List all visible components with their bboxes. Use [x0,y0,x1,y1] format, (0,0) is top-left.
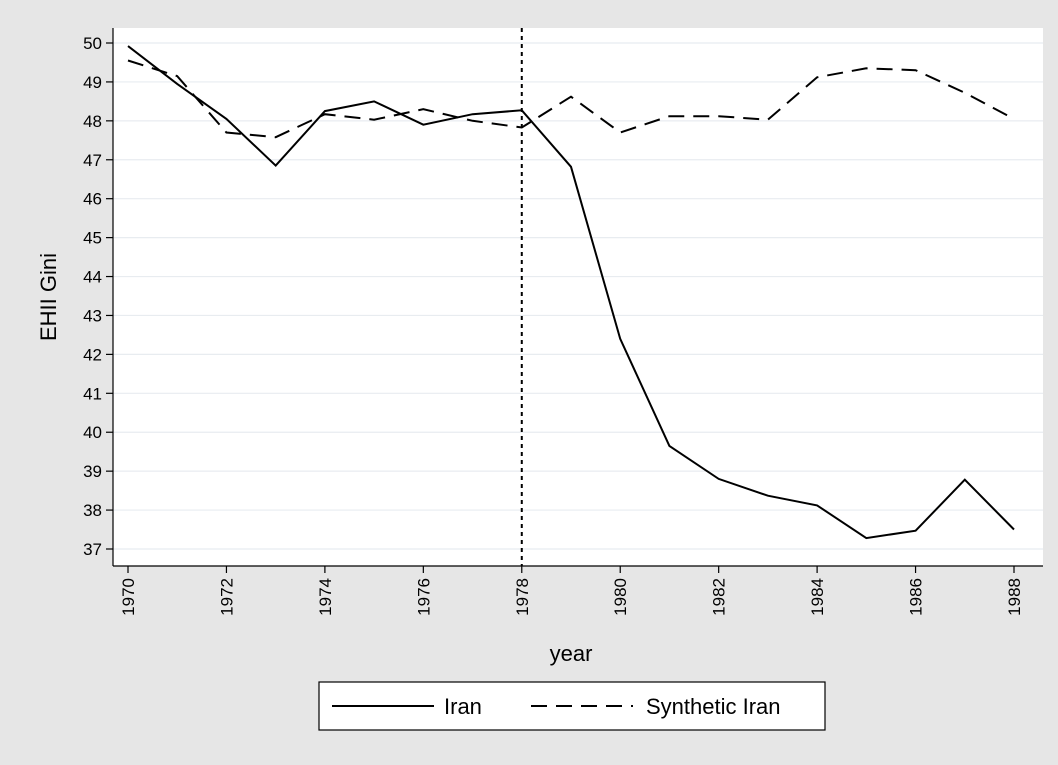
x-tick-label-1982: 1982 [710,578,729,616]
y-tick-label-44: 44 [83,268,102,287]
y-tick-label-43: 43 [83,306,102,325]
x-tick-label-1980: 1980 [611,578,630,616]
x-tick-label-1972: 1972 [217,578,236,616]
y-tick-label-45: 45 [83,229,102,248]
x-tick-label-1976: 1976 [414,578,433,616]
gridlines [113,42,1043,550]
y-tick-label-49: 49 [83,73,102,92]
y-tick-label-39: 39 [83,462,102,481]
legend: Iran Synthetic Iran [318,681,826,731]
x-tick-label-1970: 1970 [119,578,138,616]
x-tick-label-1988: 1988 [1005,578,1024,616]
series-line-synthetic-iran [127,59,1015,139]
y-axis-title: EHII Gini [36,253,61,341]
plot-area [113,28,1043,566]
y-tick-label-47: 47 [83,151,102,170]
y-tick-label-38: 38 [83,501,102,520]
y-tick-label-40: 40 [83,423,102,442]
legend-label-synthetic-iran: Synthetic Iran [646,694,781,719]
y-tick-label-48: 48 [83,112,102,131]
x-axis-title: year [550,641,593,666]
legend-label-iran: Iran [444,694,482,719]
series-line-iran [127,45,1015,540]
y-tick-label-50: 50 [83,34,102,53]
x-tick-label-1978: 1978 [513,578,532,616]
x-axis-ticks: 1970 1972 1974 1976 1978 1980 1982 1984 1986 1988 [119,566,1024,616]
x-tick-label-1986: 1986 [907,578,926,616]
y-axis-ticks: 37 38 39 40 41 42 43 44 45 46 47 48 49 50 [83,34,113,559]
y-tick-label-42: 42 [83,345,102,364]
y-tick-label-37: 37 [83,540,102,559]
x-tick-label-1974: 1974 [316,578,335,616]
y-tick-label-41: 41 [83,384,102,403]
y-tick-label-46: 46 [83,190,102,209]
x-tick-label-1984: 1984 [808,578,827,616]
